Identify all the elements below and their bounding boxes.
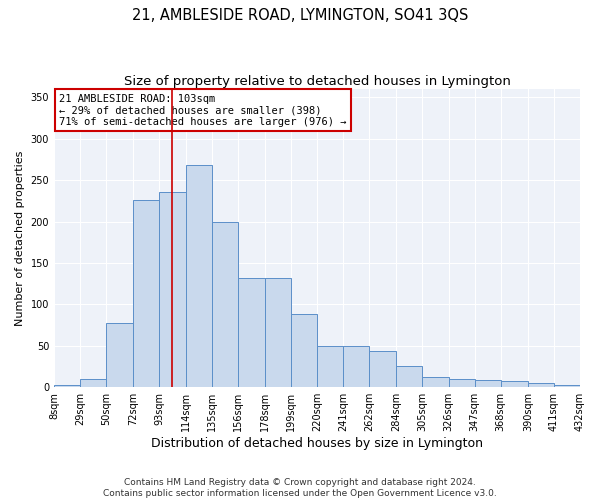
Bar [369, 351, 397, 387]
Bar [106, 324, 133, 387]
Bar [528, 383, 554, 387]
Bar [212, 222, 238, 387]
Y-axis label: Number of detached properties: Number of detached properties [15, 150, 25, 326]
Bar [422, 378, 449, 387]
Text: 21, AMBLESIDE ROAD, LYMINGTON, SO41 3QS: 21, AMBLESIDE ROAD, LYMINGTON, SO41 3QS [132, 8, 468, 22]
Text: Contains HM Land Registry data © Crown copyright and database right 2024.
Contai: Contains HM Land Registry data © Crown c… [103, 478, 497, 498]
Bar [291, 314, 317, 387]
Bar [80, 379, 106, 387]
Bar [449, 379, 475, 387]
Bar [54, 384, 80, 387]
Bar [500, 380, 528, 387]
Bar [185, 166, 212, 387]
Text: 21 AMBLESIDE ROAD: 103sqm
← 29% of detached houses are smaller (398)
71% of semi: 21 AMBLESIDE ROAD: 103sqm ← 29% of detac… [59, 94, 347, 127]
Bar [265, 278, 291, 387]
Bar [554, 384, 580, 387]
Bar [475, 380, 500, 387]
Bar [238, 278, 265, 387]
Bar [133, 200, 160, 387]
X-axis label: Distribution of detached houses by size in Lymington: Distribution of detached houses by size … [151, 437, 483, 450]
Bar [160, 192, 185, 387]
Bar [317, 346, 343, 387]
Bar [397, 366, 422, 387]
Title: Size of property relative to detached houses in Lymington: Size of property relative to detached ho… [124, 75, 511, 88]
Bar [343, 346, 369, 387]
